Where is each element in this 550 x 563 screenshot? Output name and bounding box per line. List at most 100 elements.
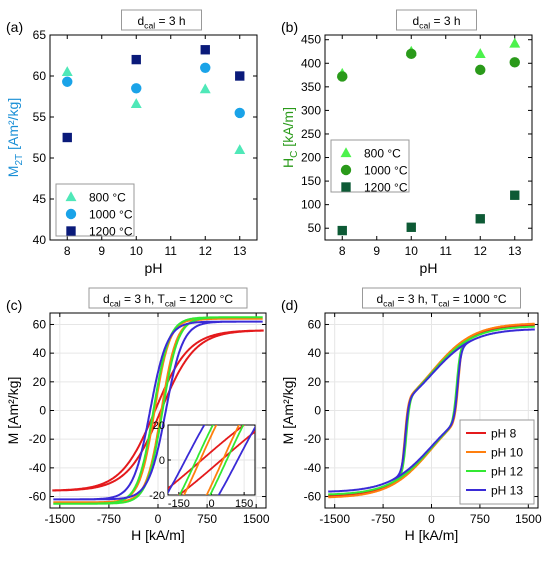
- data-point-triangle: [61, 66, 73, 77]
- y-tick-label: 0: [39, 404, 46, 418]
- y-tick-label: 40: [33, 233, 47, 247]
- panel-label: (b): [281, 19, 298, 35]
- y-tick-label: 100: [301, 198, 321, 212]
- y-tick-label: -40: [29, 461, 47, 475]
- legend-label: pH 8: [491, 427, 517, 441]
- data-point-square: [510, 190, 520, 200]
- legend-marker-triangle: [65, 191, 77, 202]
- y-tick-label: 350: [301, 80, 321, 94]
- inset-curve: [178, 425, 214, 495]
- x-tick-label: 8: [339, 244, 346, 258]
- data-point-square: [62, 132, 72, 143]
- x-tick-label: 1500: [243, 512, 270, 526]
- legend-label: 800 °C: [364, 147, 401, 161]
- x-tick-label: 10: [405, 244, 419, 258]
- x-tick-label: 12: [474, 244, 488, 258]
- x-tick-label: 13: [233, 244, 247, 258]
- x-tick-label: -1500: [44, 512, 75, 526]
- inset-y-tick-label: -20: [149, 490, 165, 502]
- y-tick-label: -20: [304, 432, 322, 446]
- chart-panel-b: 8 9 10 11 12 13 50 100 150 200 250 300 350 400 450(b) d…: [280, 9, 533, 276]
- y-tick-label: 55: [33, 110, 47, 124]
- y-axis-label: M2T [Am²/kg]: [5, 98, 25, 177]
- x-axis-label: H [kA/m]: [405, 527, 459, 543]
- legend: 800 °C 1000 °C 1200 °C: [55, 183, 135, 239]
- data-point-square: [131, 54, 141, 65]
- chart-title: dcal = 3 h, Tcal = 1200 °C: [88, 287, 248, 309]
- y-tick-label: 300: [301, 103, 321, 117]
- x-tick-label: -1500: [319, 512, 350, 526]
- x-tick-label: 13: [508, 244, 522, 258]
- x-tick-label: 12: [199, 244, 213, 258]
- inset-curve: [168, 425, 206, 495]
- chart-title: dcal = 3 h: [121, 9, 202, 31]
- x-axis-label: pH: [420, 260, 438, 276]
- hysteresis-curve: [53, 316, 263, 505]
- data-point-triangle: [234, 144, 246, 154]
- panel-label: (a): [6, 19, 23, 35]
- plot-frame: [49, 34, 258, 241]
- data-point-circle: [509, 57, 520, 68]
- data-point-square: [337, 225, 347, 236]
- x-tick-label: 0: [155, 512, 162, 526]
- x-tick-label: 9: [98, 244, 105, 258]
- y-tick-label: 60: [33, 69, 47, 83]
- chart-title: dcal = 3 h, Tcal = 1000 °C: [362, 287, 521, 309]
- legend-marker-triangle: [340, 147, 352, 158]
- y-tick-label: 20: [308, 375, 322, 389]
- hysteresis-curve: [328, 322, 535, 499]
- inset-plot: -150 0 150 -20 0 20: [149, 420, 256, 510]
- data-point-circle: [406, 48, 417, 60]
- x-tick-label: 1500: [515, 512, 542, 526]
- x-tick-label: -750: [371, 512, 395, 526]
- chart-panel-d: -1500 -750 0 750 1500 -60 -40 -20 0 20 40 60 (d) dcal…: [280, 287, 542, 543]
- data-point-triangle: [199, 83, 211, 94]
- inset-y-tick-label: 20: [153, 420, 165, 432]
- hysteresis-curve: [328, 328, 535, 493]
- chart-title-text: dcal = 3 h, Tcal = 1000 °C: [376, 292, 506, 309]
- legend-label: 1200 °C: [364, 181, 408, 195]
- y-tick-label: 0: [314, 404, 321, 418]
- data-point-circle: [337, 71, 348, 82]
- legend-label: pH 13: [491, 484, 523, 498]
- curves: [52, 316, 264, 505]
- data-point-circle: [200, 62, 211, 73]
- inset-frame-border: [167, 424, 256, 496]
- y-tick-label: 45: [33, 192, 47, 206]
- chart-panel-a: 8 9 10 11 12 13 40 45 50 55 60 65 (a) dcal = 3 h pH M2T…: [5, 9, 258, 276]
- chart-title: dcal = 3 h: [396, 9, 477, 31]
- inset-curves: [168, 425, 255, 495]
- title-box: [121, 9, 202, 31]
- y-tick-label: 400: [301, 56, 321, 70]
- legend-marker-square: [341, 182, 351, 192]
- y-tick-label: 250: [301, 127, 321, 141]
- y-tick-label: 65: [33, 28, 47, 42]
- legend: pH 8 pH 10 pH 12 pH 13: [459, 419, 535, 505]
- data-point-square: [235, 71, 245, 81]
- legend-label: 1200 °C: [89, 225, 133, 239]
- y-tick-label: 40: [308, 346, 322, 360]
- y-tick-label: 60: [308, 317, 322, 331]
- panel-label: (c): [6, 297, 22, 313]
- x-tick-label: 750: [470, 512, 490, 526]
- x-tick-label: 8: [64, 244, 71, 258]
- data-point-square: [406, 222, 416, 232]
- y-tick-label: 50: [33, 151, 47, 165]
- data-point-triangle: [474, 48, 486, 59]
- legend-marker-circle: [65, 208, 77, 220]
- legend-marker-circle: [340, 164, 352, 176]
- data-point-triangle: [509, 37, 521, 48]
- plot-frame: [324, 34, 533, 241]
- legend-label: 1000 °C: [364, 164, 408, 178]
- x-tick-label: 0: [428, 512, 435, 526]
- y-tick-label: -20: [29, 432, 47, 446]
- hysteresis-curve: [53, 320, 263, 501]
- y-axis-label: M [Am²/kg]: [280, 377, 296, 445]
- data-point-circle: [475, 64, 486, 76]
- x-tick-label: 11: [440, 244, 453, 258]
- x-axis-label: pH: [145, 260, 163, 276]
- legend-marker-square: [66, 226, 76, 236]
- x-tick-label: -750: [97, 512, 121, 526]
